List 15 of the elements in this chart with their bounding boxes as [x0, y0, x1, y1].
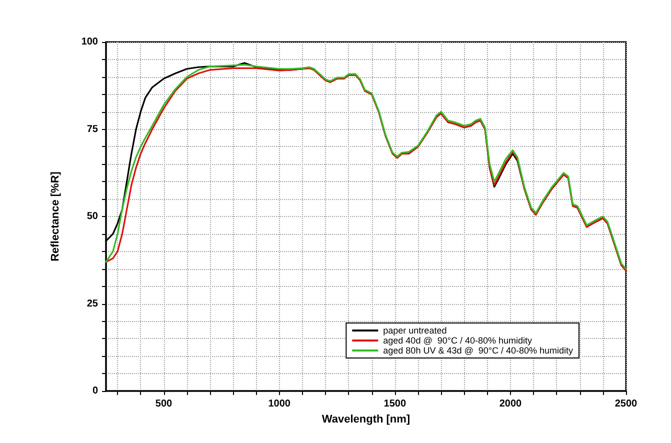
x-axis-title: Wavelength [nm]: [322, 413, 410, 426]
y-tick-label: 0: [92, 386, 98, 396]
legend-label: aged 40d @ 90°C / 40-80% humidity: [383, 336, 532, 346]
x-tick-label: 1500: [384, 398, 406, 410]
legend-label: paper untreated: [383, 326, 447, 336]
y-tick-label: 50: [86, 211, 98, 222]
y-axis-title: Reflectance [%R]: [50, 171, 62, 262]
x-tick-label: 1000: [268, 398, 291, 410]
y-tick-label: 100: [81, 36, 98, 48]
x-tick-label: 500: [155, 398, 173, 410]
x-tick-label: 2500: [614, 398, 638, 410]
legend-label: aged 80h UV & 43d @ 90°C / 40-80% humidity: [383, 346, 574, 356]
y-tick-label: 75: [86, 124, 98, 135]
x-tick-label: 2000: [499, 398, 522, 410]
y-tick-label: 25: [86, 298, 98, 310]
